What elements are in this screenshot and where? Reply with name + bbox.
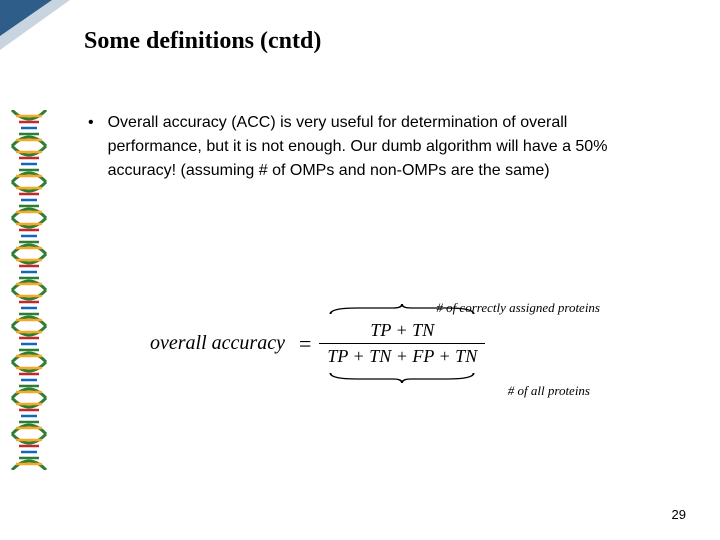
fraction-1-numerator: TP + TN — [362, 318, 442, 343]
fraction-1-denominator: TP + TN + FP + TN — [319, 344, 485, 369]
formula-annotation-bottom: # of all proteins — [150, 383, 590, 399]
formula-line: overall accuracy = TP + TN TP + TN + FP … — [150, 318, 630, 369]
dna-helix-decoration — [8, 110, 50, 470]
body-text: Overall accuracy (ACC) is very useful fo… — [108, 111, 660, 183]
corner-accent — [0, 0, 70, 60]
bullet-item: • Overall accuracy (ACC) is very useful … — [88, 111, 660, 183]
bullet-marker: • — [88, 111, 94, 135]
equals-sign: = — [299, 331, 311, 357]
page-number: 29 — [672, 507, 686, 522]
slide: Some definitions (cntd) • Overall accura… — [0, 0, 720, 540]
formula-block: # of correctly assigned proteins overall… — [150, 300, 630, 399]
fraction-1: TP + TN TP + TN + FP + TN — [319, 318, 485, 369]
formula-lhs: overall accuracy — [150, 332, 285, 355]
brace-bottom-icon — [328, 371, 477, 383]
slide-title: Some definitions (cntd) — [84, 28, 660, 55]
brace-top-icon — [328, 304, 477, 316]
